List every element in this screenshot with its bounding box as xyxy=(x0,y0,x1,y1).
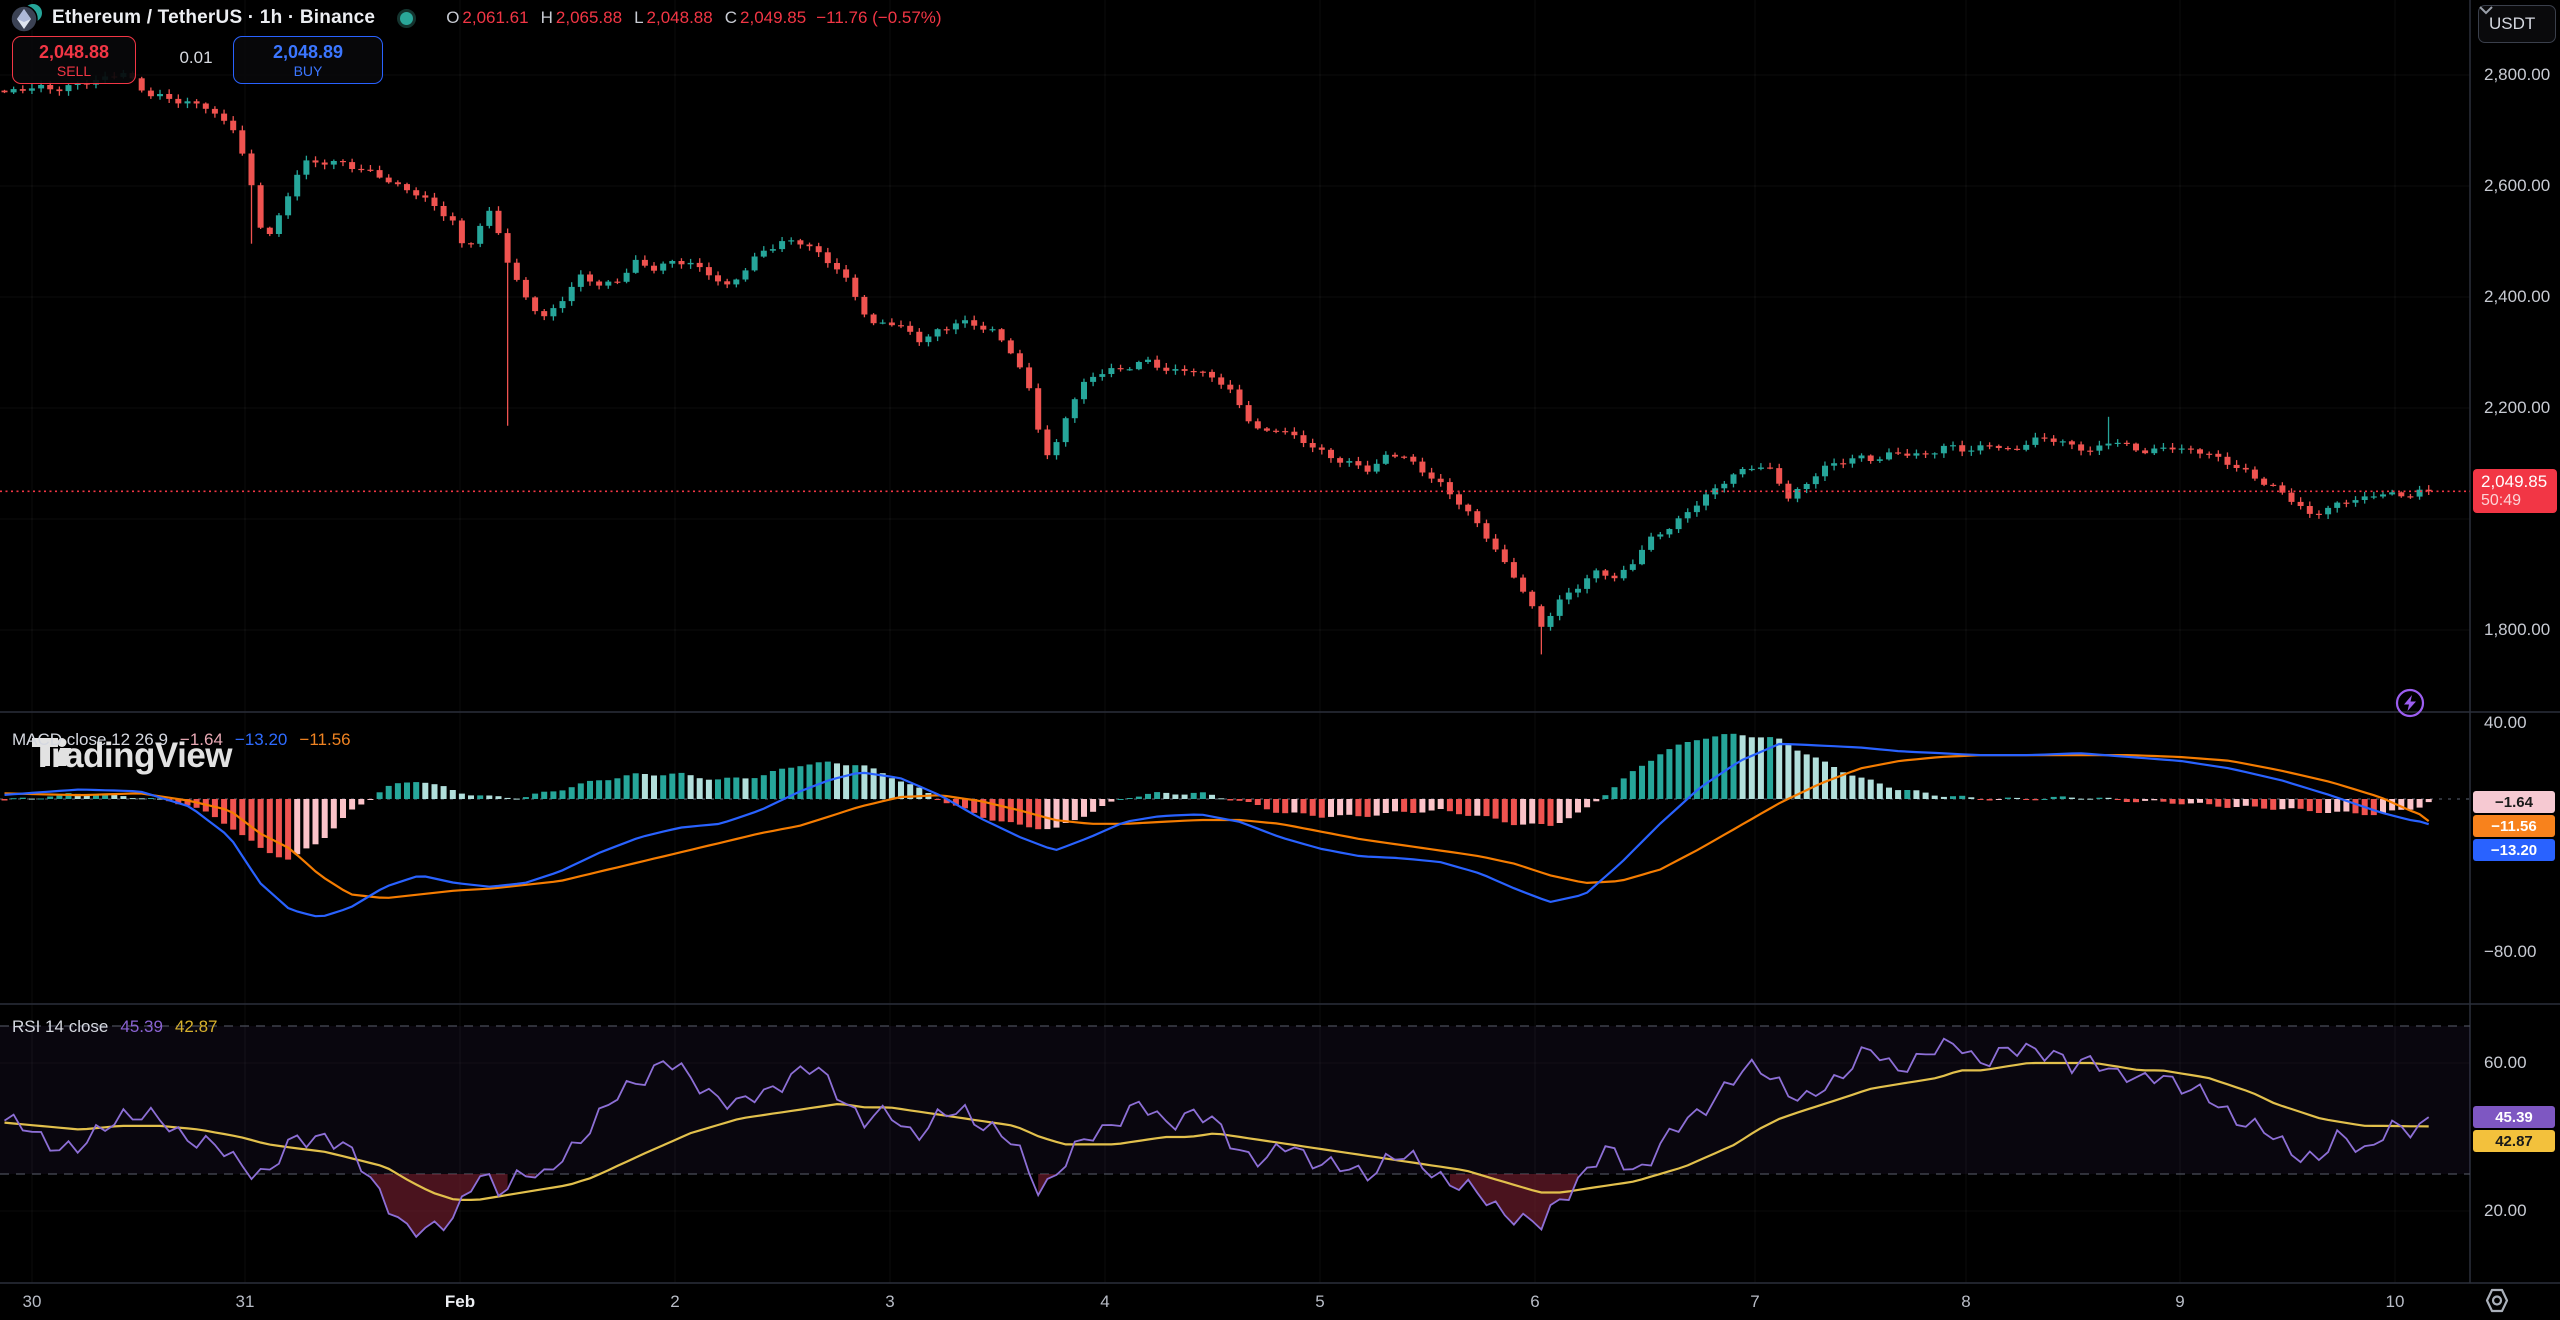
rsi-ma-value: 42.87 xyxy=(174,1017,218,1036)
rsi-line-badge: 45.39 xyxy=(2473,1106,2555,1129)
currency-selector[interactable]: USDT xyxy=(2478,5,2556,43)
time-axis-label: 30 xyxy=(22,1292,42,1311)
spread-value: 0.01 xyxy=(179,48,213,67)
sell-price: 2,048.88 xyxy=(38,41,110,62)
macd-axis-label: 40.00 xyxy=(2484,712,2527,732)
macd-signal-value: −11.56 xyxy=(299,730,351,749)
rsi-pane-header: RSI 14 close 45.39 42.87 xyxy=(12,1017,217,1037)
high-value: 2,065.88 xyxy=(555,8,623,27)
price-axis-label: 2,200.00 xyxy=(2484,397,2551,417)
rsi-axis-label: 20.00 xyxy=(2484,1201,2527,1220)
macd-title: MACD close 12 26 9 xyxy=(12,730,168,749)
chart-header: Ethereum / TetherUS · 1h · Binance O 2,06… xyxy=(10,2,942,34)
macd-pane-header: MACD close 12 26 9 −1.64 −13.20 −11.56 xyxy=(12,730,351,750)
macd-hist-badge: −1.64 xyxy=(2473,791,2555,814)
buy-button[interactable]: 2,048.89 BUY xyxy=(233,36,383,84)
price-axis-label: 2,800.00 xyxy=(2484,65,2551,84)
ethereum-pair-icon xyxy=(10,3,44,33)
time-axis-label: 10 xyxy=(2385,1292,2405,1311)
time-axis-label: Feb xyxy=(444,1292,476,1311)
sell-label: SELL xyxy=(56,62,92,79)
bar-countdown: 50:49 xyxy=(2481,492,2522,510)
high-label: H xyxy=(540,8,553,27)
time-axis-label: 6 xyxy=(1530,1292,1540,1311)
rsi-axis-label: 60.00 xyxy=(2484,1053,2527,1072)
time-axis-label: 8 xyxy=(1961,1292,1971,1311)
low-label: L xyxy=(634,8,644,27)
macd-axis-label: −80.00 xyxy=(2484,941,2537,961)
time-axis-label: 5 xyxy=(1315,1292,1325,1311)
change-value: −11.76 (−0.57%) xyxy=(816,8,942,27)
price-axis-label: 2,400.00 xyxy=(2484,286,2551,306)
rsi-ma-badge: 42.87 xyxy=(2473,1130,2555,1153)
sell-button[interactable]: 2,048.88 SELL xyxy=(12,36,136,84)
rsi-line-value: 45.39 xyxy=(120,1017,163,1036)
open-label: O xyxy=(446,8,460,27)
price-axis-label: 2,600.00 xyxy=(2484,175,2551,195)
macd-hist-value: −1.64 xyxy=(179,730,223,749)
macd-line-value: −13.20 xyxy=(234,730,288,749)
price-axis-label: 1,800.00 xyxy=(2484,619,2551,639)
time-axis-label: 4 xyxy=(1100,1292,1110,1311)
buy-label: BUY xyxy=(293,62,323,79)
current-price-badge: 2,049.85 50:49 xyxy=(2473,469,2557,514)
time-axis-label: 3 xyxy=(885,1292,895,1311)
close-value: 2,049.85 xyxy=(740,8,807,27)
time-axis-label: 9 xyxy=(2175,1292,2185,1311)
macd-line-badge: −13.20 xyxy=(2473,839,2555,862)
currency-selector-label: USDT xyxy=(2489,14,2536,33)
chevron-down-icon xyxy=(2479,6,2493,15)
current-price-value: 2,049.85 xyxy=(2481,472,2548,492)
open-value: 2,061.61 xyxy=(462,8,529,27)
symbol-title[interactable]: Ethereum / TetherUS · 1h · Binance xyxy=(52,7,376,28)
market-status-icon[interactable] xyxy=(397,8,417,28)
time-axis-label: 2 xyxy=(670,1292,680,1311)
tradingview-logo: TradingView xyxy=(32,736,233,776)
low-value: 2,048.88 xyxy=(646,8,713,27)
close-label: C xyxy=(724,8,738,27)
buy-price: 2,048.89 xyxy=(272,41,344,62)
macd-signal-badge: −11.56 xyxy=(2473,815,2555,838)
rsi-title: RSI 14 close xyxy=(12,1017,109,1036)
ohlc-readout: O 2,061.61 H 2,065.88 L 2,048.88 C 2,049.85 … xyxy=(434,8,941,28)
time-axis-label: 31 xyxy=(235,1292,255,1311)
tradingview-logo-icon xyxy=(32,738,71,766)
time-axis-label: 7 xyxy=(1750,1292,1760,1311)
